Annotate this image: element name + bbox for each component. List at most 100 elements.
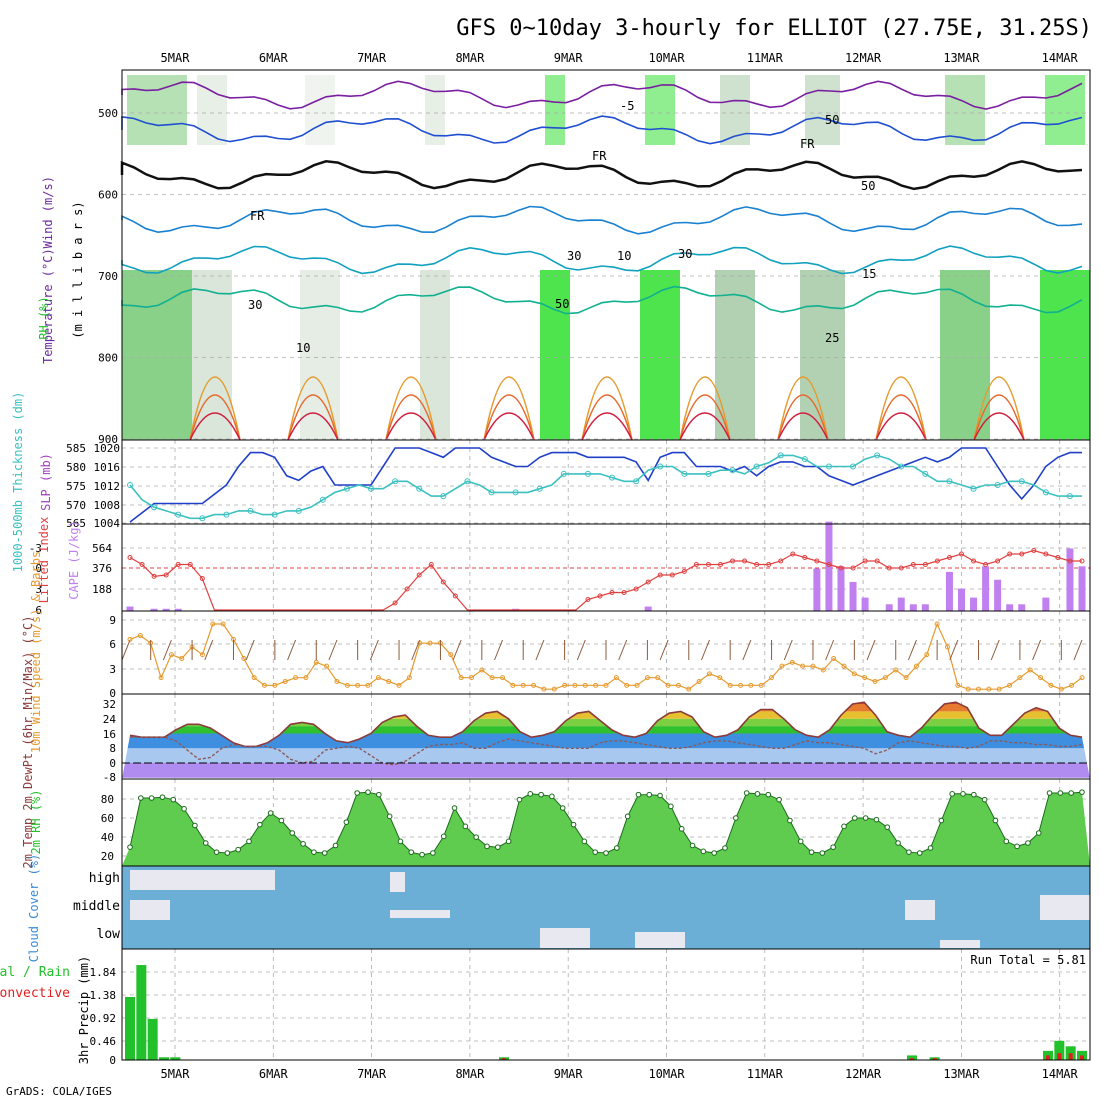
- temperature-contour-line: [121, 115, 1083, 145]
- rh-shading-band: [192, 270, 232, 440]
- li-marker: [609, 590, 615, 595]
- li-marker: [814, 558, 820, 564]
- li-marker: [1055, 555, 1061, 560]
- thickness-marker: [850, 463, 857, 470]
- wind-marker: [303, 675, 309, 681]
- li-marker: [585, 597, 591, 602]
- rh-marker: [1014, 843, 1020, 850]
- thickness-marker: [729, 467, 736, 474]
- thickness-axis-label: 1000-500mb Thickness (dm): [11, 392, 25, 573]
- wind-tick: 6: [109, 638, 116, 651]
- rh-marker: [159, 794, 166, 800]
- rh-marker: [938, 817, 945, 824]
- cape-bar: [162, 608, 170, 611]
- precip-convective-bar: [1057, 1053, 1062, 1060]
- wind-marker: [520, 682, 526, 688]
- thickness-marker: [922, 470, 929, 477]
- thickness-marker: [584, 470, 591, 477]
- rh-shading-band: [300, 270, 340, 440]
- rh-tick: 40: [101, 831, 114, 844]
- temp-tick: -8: [103, 771, 116, 784]
- wind-barb: [121, 639, 131, 661]
- thickness-marker: [560, 470, 567, 477]
- warm-contour-arc: [581, 394, 633, 441]
- wind-marker: [624, 682, 630, 688]
- li-marker: [1019, 551, 1025, 557]
- wind-marker: [955, 682, 961, 688]
- date-label-top: 7MAR: [357, 51, 387, 65]
- contour-label: 30: [567, 249, 581, 263]
- thickness-marker: [633, 478, 640, 485]
- upper-mb-label: (m i l l i b a r s): [71, 201, 85, 338]
- wind-marker: [406, 675, 412, 681]
- date-label-top: 9MAR: [554, 51, 584, 65]
- temperature-contour-line: [120, 160, 1083, 191]
- wind-marker: [293, 675, 299, 681]
- thickness-marker: [825, 463, 832, 470]
- wind-marker: [748, 682, 754, 688]
- wind-barb: [245, 639, 255, 661]
- wind-axis-label: 10m Wind Speed (m/s) & Barbs: [29, 551, 43, 753]
- cape-bar: [1042, 597, 1050, 611]
- pressure-tick-label: 900: [98, 433, 118, 446]
- wind-marker: [551, 686, 557, 692]
- precip-total-bar: [170, 1057, 181, 1060]
- li-marker: [910, 562, 916, 567]
- thickness-marker: [440, 493, 447, 500]
- thickness-marker: [464, 478, 471, 485]
- rh-marker: [960, 791, 966, 797]
- temp-line: [129, 701, 1083, 748]
- wind-marker: [841, 663, 847, 669]
- pressure-tick-label: 800: [98, 352, 118, 365]
- precip-axis-label: 3hr Precip (mm): [77, 956, 91, 1064]
- temp-band: [122, 763, 1090, 778]
- rh-marker: [170, 796, 177, 803]
- rh-marker: [765, 791, 772, 798]
- thickness-marker: [777, 452, 784, 459]
- contour-label: 15: [862, 267, 876, 281]
- thickness-tick: 570: [66, 499, 86, 512]
- wind-barb: [494, 639, 503, 661]
- wind-marker: [1048, 682, 1054, 688]
- wind-marker: [489, 675, 495, 681]
- date-label-bottom: 8MAR: [455, 1067, 485, 1081]
- rh-shading-band: [645, 75, 675, 145]
- warm-contour-arc: [483, 412, 535, 441]
- rh-marker: [808, 849, 815, 855]
- warm-contour-arc: [777, 412, 829, 441]
- rh-marker: [289, 830, 296, 836]
- rh-marker: [981, 796, 988, 803]
- rh-marker: [549, 793, 555, 800]
- date-label-bottom: 10MAR: [648, 1067, 685, 1081]
- cape-bar: [885, 604, 893, 611]
- wind-marker: [820, 667, 826, 673]
- rh-marker: [657, 792, 663, 799]
- thickness-marker: [705, 470, 712, 477]
- pressure-tick-label: 600: [98, 189, 118, 202]
- wind-barb: [452, 639, 462, 661]
- rh-marker: [1079, 789, 1085, 795]
- thickness-marker: [368, 485, 375, 492]
- wind-marker: [210, 621, 216, 627]
- cloud-gap: [130, 900, 170, 920]
- wind-marker: [893, 667, 899, 673]
- thickness-marker: [801, 456, 808, 463]
- cape-bar: [957, 588, 965, 611]
- rh-marker: [787, 817, 793, 824]
- li-marker: [187, 562, 193, 567]
- wind-marker: [262, 682, 268, 688]
- cape-bar: [909, 604, 917, 611]
- rh-marker: [376, 791, 382, 798]
- date-label-bottom: 13MAR: [943, 1067, 980, 1081]
- wind-marker: [386, 679, 392, 684]
- rh-marker: [668, 803, 674, 810]
- li-marker: [946, 555, 952, 560]
- warm-contour-arc: [385, 412, 437, 441]
- li-marker: [934, 558, 940, 564]
- rh-marker: [527, 791, 534, 797]
- rh-marker: [386, 813, 393, 820]
- temp-band: [122, 702, 1090, 704]
- li-marker: [428, 562, 434, 567]
- thickness-marker: [295, 507, 302, 514]
